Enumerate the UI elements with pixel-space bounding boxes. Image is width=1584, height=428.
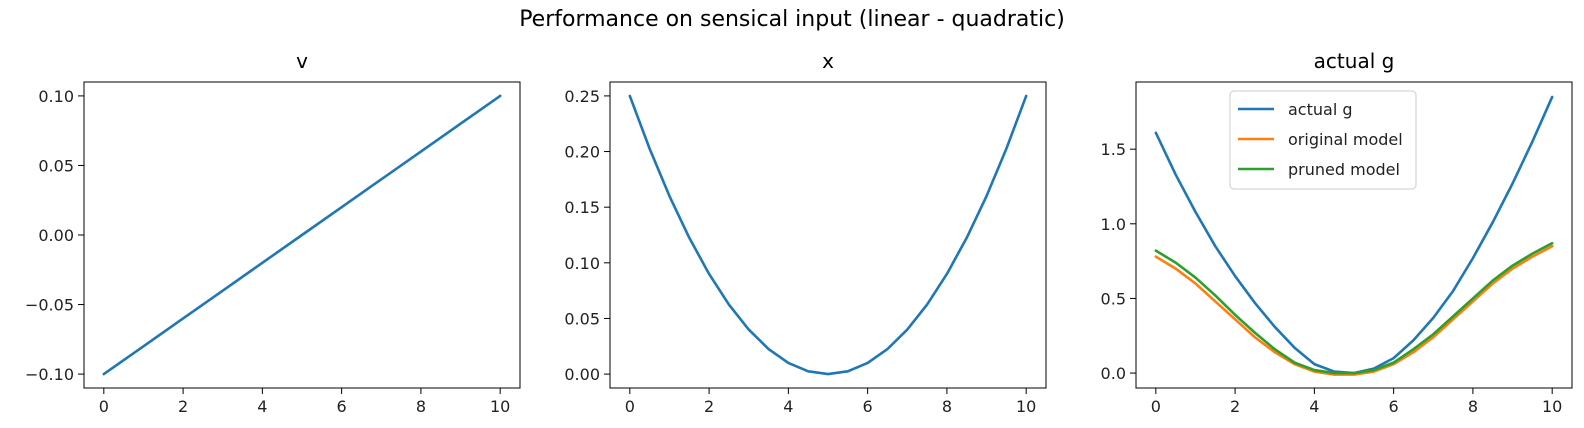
- x-tick-label: 0: [99, 397, 109, 416]
- y-tick-label: 0.10: [38, 87, 74, 106]
- subplot-title-x: x: [822, 49, 834, 73]
- legend-label-pruned-model: pruned model: [1288, 160, 1400, 179]
- x-tick-label: 2: [704, 397, 714, 416]
- series-line-actual-g-original-model: [1154, 244, 1554, 376]
- y-tick-label: 0.20: [564, 143, 600, 162]
- series-line-actual-g-pruned-model: [1154, 241, 1554, 375]
- legend-label-original-model: original model: [1288, 130, 1403, 149]
- y-tick-label: 0.10: [564, 254, 600, 273]
- x-tick-label: 6: [863, 397, 873, 416]
- y-tick-label: 0.00: [38, 226, 74, 245]
- x-tick-label: 0: [625, 397, 635, 416]
- y-tick-label: 0.15: [564, 198, 600, 217]
- y-tick-label: 0.0: [1101, 364, 1126, 383]
- y-tick-label: 0.05: [564, 309, 600, 328]
- axes-frame-x: [609, 81, 1047, 389]
- y-tick-label: 1.0: [1101, 215, 1126, 234]
- series-line-v-series-0: [102, 94, 502, 376]
- x-tick-label: 6: [337, 397, 347, 416]
- y-tick-label: 0.05: [38, 156, 74, 175]
- y-tick-label: 1.5: [1101, 140, 1126, 159]
- subplot-title-actual-g: actual g: [1314, 49, 1395, 73]
- plot-area-actual-g: 0 2 4 6 8 10 0.0 0.5 1.0 1.5: [1101, 81, 1573, 416]
- plot-area-x: 0 2 4 6 8 10 0.00 0.05 0.10 0.15 0.20 0.25: [564, 81, 1047, 416]
- subplot-title-v: v: [296, 49, 308, 73]
- series-line-x-series-0: [628, 94, 1028, 376]
- y-tick-label: −0.10: [25, 365, 74, 384]
- x-tick-label: 8: [1468, 397, 1478, 416]
- x-tick-label: 4: [783, 397, 793, 416]
- x-tick-label: 2: [178, 397, 188, 416]
- subplot-actual-g: actual g 0 2 4 6 8 10 0.0 0.5 1.0 1.5 actual g ori…: [1101, 49, 1573, 416]
- x-tick-label: 8: [416, 397, 426, 416]
- axes-frame-actual-g: [1135, 81, 1573, 389]
- subplot-v: v 0 2 4 6 8 10 −0.10 −0.05 0.00 0.05 0.10: [25, 49, 521, 416]
- subplot-x: x 0 2 4 6 8 10 0.00 0.05 0.10 0.15 0.20 0.25: [564, 49, 1047, 416]
- x-tick-label: 10: [490, 397, 510, 416]
- y-tick-label: −0.05: [25, 296, 74, 315]
- x-tick-label: 8: [942, 397, 952, 416]
- x-tick-label: 10: [1542, 397, 1562, 416]
- x-tick-label: 2: [1230, 397, 1240, 416]
- y-tick-label: 0.00: [564, 365, 600, 384]
- plot-area-v: 0 2 4 6 8 10 −0.10 −0.05 0.00 0.05 0.10: [25, 81, 521, 416]
- legend-label-actual-g: actual g: [1288, 100, 1353, 119]
- x-tick-label: 4: [1309, 397, 1319, 416]
- figure-suptitle: Performance on sensical input (linear - …: [519, 7, 1065, 32]
- legend-box: [1229, 90, 1417, 190]
- y-tick-label: 0.5: [1101, 289, 1126, 308]
- x-tick-label: 0: [1151, 397, 1161, 416]
- legend: actual g original model pruned model: [1229, 90, 1417, 190]
- x-tick-label: 10: [1016, 397, 1036, 416]
- x-tick-label: 4: [257, 397, 267, 416]
- x-tick-label: 6: [1389, 397, 1399, 416]
- y-tick-label: 0.25: [564, 87, 600, 106]
